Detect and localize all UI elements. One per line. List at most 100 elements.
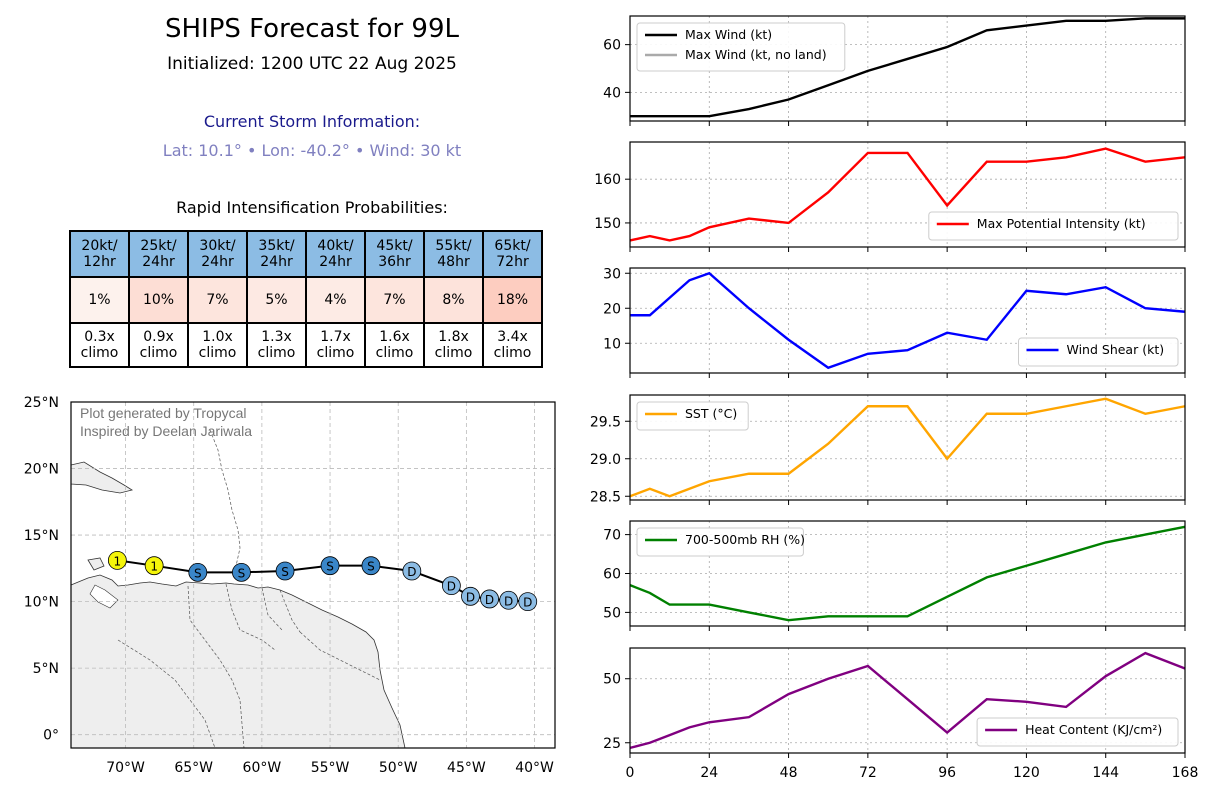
map-tick-labels: 70°W 65°W 60°W 55°W 50°W 45°W 40°W25°N20°N15°N… xyxy=(24,395,554,776)
panel-frame xyxy=(629,520,1186,627)
ri-table: 20kt/12hr 25kt/24hr 30kt/24hr 35kt/24hr … xyxy=(69,230,543,368)
series-line-ohc xyxy=(629,651,1186,750)
track-point-label: D xyxy=(523,596,532,610)
current-storm-info: Lat: 10.1° • Lon: -40.2° • Wind: 30 kt xyxy=(162,141,462,160)
series-line-rh xyxy=(629,525,1186,622)
ri-prob-cell: 1% xyxy=(69,276,130,324)
y-tick-label: 60 xyxy=(603,38,621,54)
ri-prob-cell: 18% xyxy=(482,276,543,324)
map-lat-label: 10°N xyxy=(24,595,59,611)
track-point: D xyxy=(461,586,480,606)
ri-climo-cell: 0.9x climo xyxy=(128,322,189,368)
ri-prob-cell: 7% xyxy=(187,276,248,324)
y-tick-label: 30 xyxy=(603,266,621,282)
y-tick-label: 29.0 xyxy=(590,452,621,468)
panel-max-wind: 40 60 Max Wind (kt) Max Wind (kt, no land) xyxy=(603,15,1186,126)
track-point-label: D xyxy=(504,594,513,608)
track-point: D xyxy=(518,592,538,612)
land-masses xyxy=(70,461,406,749)
legend-ohc: Heat Content (KJ/cm²) xyxy=(976,717,1179,747)
legend-label: Heat Content (KJ/cm²) xyxy=(1025,722,1162,737)
ri-header-cell: 20kt/12hr xyxy=(69,230,130,278)
track-point: S xyxy=(320,556,340,576)
x-tick-label: 120 xyxy=(1013,765,1040,781)
initialized-time: Initialized: 1200 UTC 22 Aug 2025 xyxy=(167,54,457,74)
legend-sst: SST (°C) xyxy=(636,401,749,431)
ri-climo-cell: 1.8x climo xyxy=(423,322,484,368)
map-lat-label: 25°N xyxy=(24,395,59,411)
legend-rh: 700-500mb RH (%) xyxy=(636,527,805,557)
ri-heading: Rapid Intensification Probabilities: xyxy=(176,198,448,217)
legend-label: Wind Shear (kt) xyxy=(1067,342,1165,357)
track-point: D xyxy=(402,561,422,581)
ri-prob-cell: 7% xyxy=(364,276,425,324)
map-credit-line-1: Plot generated by Tropycal xyxy=(80,405,247,421)
ri-header-cell: 55kt/48hr xyxy=(423,230,484,278)
track-point-label: D xyxy=(485,593,494,607)
legend-label: Max Wind (kt) xyxy=(685,27,772,42)
track-point: 1 xyxy=(107,550,127,570)
ri-climo-cell: 3.4x climo xyxy=(482,322,543,368)
track-point-label: D xyxy=(447,580,456,594)
x-tick-label: 168 xyxy=(1172,765,1199,781)
ri-climo-cell: 1.0x climo xyxy=(187,322,248,368)
panel-rh: 50 60 70 700-500mb RH (%) xyxy=(603,520,1186,631)
panel-sst: 28.5 29.0 29.5 SST (°C) xyxy=(590,394,1186,505)
track-point: S xyxy=(275,561,295,581)
track-point: S xyxy=(361,556,381,576)
map-lat-label: 20°N xyxy=(24,462,59,478)
track-point-label: 1 xyxy=(150,560,158,574)
panel-shear: 10 20 30 Wind Shear (kt) xyxy=(603,266,1186,378)
track-point-label: 1 xyxy=(114,554,122,568)
series-line-sst xyxy=(629,397,1186,498)
x-tick-label: 72 xyxy=(859,765,877,781)
track-point-label: D xyxy=(407,565,416,579)
x-tick-label: 48 xyxy=(780,765,798,781)
map-lon-label: 60°W xyxy=(243,760,282,776)
ri-header-cell: 30kt/24hr xyxy=(187,230,248,278)
panel-frame xyxy=(629,15,1186,122)
legend-mpi: Max Potential Intensity (kt) xyxy=(928,211,1179,241)
legend-label: Max Wind (kt, no land) xyxy=(685,47,827,62)
y-tick-label: 25 xyxy=(603,736,621,752)
track-point-label: S xyxy=(194,566,202,580)
track-point: S xyxy=(232,562,251,582)
ri-header-cell: 65kt/72hr xyxy=(482,230,543,278)
panel-frame xyxy=(629,394,1186,501)
panel-frame xyxy=(629,141,1186,248)
track-point: D xyxy=(441,576,461,596)
y-tick-label: 50 xyxy=(603,672,621,688)
ri-header-cell: 25kt/24hr xyxy=(128,230,189,278)
ri-header-cell: 40kt/24hr xyxy=(305,230,366,278)
track-point-label: S xyxy=(281,565,289,579)
track-point-label: S xyxy=(326,560,334,574)
panel-frame xyxy=(629,267,1186,374)
legend-max-wind: Max Wind (kt) Max Wind (kt, no land) xyxy=(636,22,846,72)
y-tick-label: 60 xyxy=(603,567,621,583)
y-tick-label: 160 xyxy=(594,172,621,188)
ri-prob-cell: 5% xyxy=(246,276,307,324)
x-tick-label: 24 xyxy=(700,765,718,781)
track-point-label: D xyxy=(466,590,475,604)
map-lon-label: 70°W xyxy=(106,760,145,776)
ri-climo-cell: 0.3x climo xyxy=(69,322,130,368)
y-tick-label: 50 xyxy=(603,605,621,621)
track-point: D xyxy=(480,589,499,609)
ri-climo-cell: 1.3x climo xyxy=(246,322,307,368)
country-borders xyxy=(117,429,381,749)
series-line-max-wind xyxy=(630,17,1185,118)
ri-prob-cell: 4% xyxy=(305,276,366,324)
current-storm-heading: Current Storm Information: xyxy=(203,112,421,131)
track-point: 1 xyxy=(144,556,164,576)
map-lon-label: 45°W xyxy=(447,760,486,776)
track-point-label: S xyxy=(367,560,375,574)
ri-climo-cell: 1.7x climo xyxy=(305,322,366,368)
series-line-shear xyxy=(630,271,1186,370)
ri-climo-cell: 1.6x climo xyxy=(364,322,425,368)
map-lon-label: 55°W xyxy=(311,760,350,776)
y-tick-label: 28.5 xyxy=(590,489,621,505)
y-tick-label: 70 xyxy=(603,528,621,544)
